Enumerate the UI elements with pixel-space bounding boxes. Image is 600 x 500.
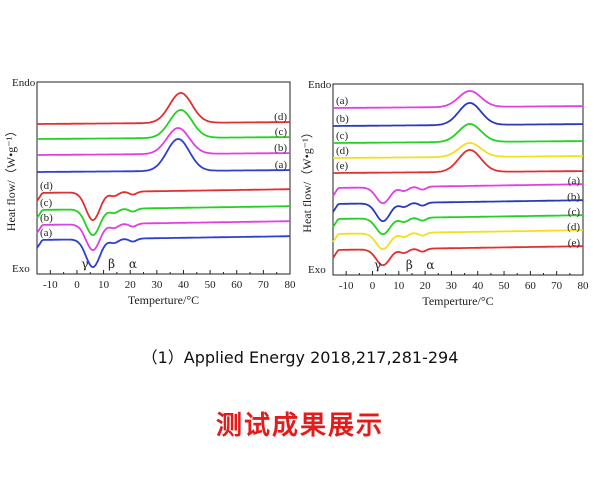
x-tick-label: 60 <box>231 279 243 291</box>
dsc-curve <box>36 235 290 269</box>
curve-label: (d) <box>567 221 580 233</box>
x-tick-label: 60 <box>525 280 537 292</box>
peak-label: γ <box>374 258 381 272</box>
x-tick-label: 80 <box>285 279 297 291</box>
curve-label: (c) <box>40 197 53 209</box>
peak-label: β <box>108 257 115 271</box>
plot-frame <box>36 81 291 275</box>
x-tick-label: 40 <box>178 279 190 291</box>
x-tick-label: 30 <box>446 280 458 292</box>
plot-frame <box>332 83 584 276</box>
curve-label: (a) <box>40 227 53 239</box>
x-tick-label: 10 <box>393 280 405 292</box>
curve-label: (c) <box>275 126 288 138</box>
exo-label: Exo <box>308 264 326 276</box>
x-tick-label: 0 <box>370 280 376 292</box>
exo-label: Exo <box>12 263 30 275</box>
dsc-curve <box>37 91 290 125</box>
dsc-curve <box>36 220 290 252</box>
x-tick-label: 50 <box>499 280 511 292</box>
dsc-curve <box>333 102 583 127</box>
curve-label: (b) <box>336 113 349 125</box>
x-tick-label: 30 <box>151 279 163 291</box>
chart-panel-1: -10 0 10 20 30 40 50 60 70 80 Temperture/°C Heat fl… <box>4 77 296 307</box>
caption-title: 测试成果展示 <box>215 411 384 441</box>
x-tick-label: 10 <box>98 279 110 291</box>
x-tick-label: 50 <box>205 279 217 291</box>
x-tick-label: 0 <box>74 279 80 291</box>
x-axis-title: Temperture/°C <box>422 294 493 308</box>
peak-label: α <box>426 258 434 272</box>
dsc-curve <box>37 127 290 156</box>
y-axis-title: Heat flow/（W•g⁻¹） <box>4 125 18 231</box>
dsc-curve <box>332 245 583 267</box>
curve-label: (e) <box>336 160 349 172</box>
dsc-curve <box>332 229 583 251</box>
dsc-curve <box>37 108 290 140</box>
curve-label: (d) <box>274 111 287 123</box>
curve-label: (d) <box>336 145 349 157</box>
curve-label: (a) <box>275 159 288 171</box>
dsc-curve <box>333 142 583 159</box>
endo-label: Endo <box>12 77 36 89</box>
endo-label: Endo <box>308 79 332 91</box>
x-tick-label: -10 <box>43 279 58 291</box>
x-axis-title: Temperture/°C <box>128 293 199 307</box>
curve-label: (b) <box>40 212 53 224</box>
x-tick-label: 70 <box>551 280 563 292</box>
x-tick-label: 70 <box>258 279 270 291</box>
dsc-curve <box>332 214 583 236</box>
dsc-curve <box>332 199 583 223</box>
dsc-curve <box>37 138 290 173</box>
peak-label: γ <box>81 257 88 271</box>
dsc-curve <box>333 90 583 109</box>
chart-panel-2: -10 0 10 20 30 40 50 60 70 80 Temperture/°C Heat fl… <box>300 79 589 308</box>
curve-label: (b) <box>274 142 287 154</box>
x-tick-label: 80 <box>578 280 590 292</box>
curve-label: (e) <box>568 237 581 249</box>
dsc-curve <box>36 188 290 222</box>
curve-label: (c) <box>336 130 349 142</box>
curve-label: (c) <box>568 206 581 218</box>
citation-text: （1）Applied Energy 2018,217,281-294 <box>141 348 459 367</box>
dsc-curve <box>333 149 583 174</box>
curve-label: (d) <box>40 180 53 192</box>
curve-label: (a) <box>568 175 581 187</box>
dsc-charts: -10 0 10 20 30 40 50 60 70 80 Temperture/°C Heat fl… <box>4 77 589 308</box>
peak-label: β <box>406 258 413 272</box>
dsc-curve <box>333 123 583 144</box>
x-tick-label: 40 <box>472 280 484 292</box>
y-axis-title: Heat flow/（W•g⁻¹） <box>300 126 314 232</box>
x-tick-label: 20 <box>125 279 137 291</box>
x-tick-label: -10 <box>339 280 354 292</box>
curve-label: (a) <box>336 95 349 107</box>
x-tick-label: 20 <box>420 280 432 292</box>
dsc-curve <box>332 183 583 205</box>
curve-label: (b) <box>567 191 580 203</box>
peak-label: α <box>129 257 137 271</box>
dsc-curve <box>36 205 290 237</box>
